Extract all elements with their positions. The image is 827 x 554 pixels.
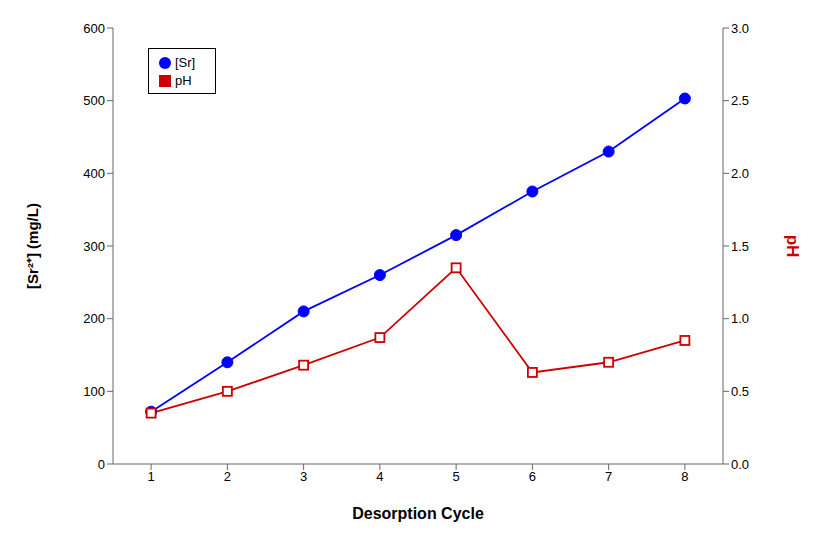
svg-text:2: 2 [224,469,231,484]
svg-text:1: 1 [148,469,155,484]
svg-text:200: 200 [83,311,105,326]
svg-text:1.0: 1.0 [731,311,749,326]
svg-text:2.5: 2.5 [731,93,749,108]
svg-text:0.0: 0.0 [731,457,749,472]
svg-text:0.5: 0.5 [731,384,749,399]
html-text:pH: pH [175,73,192,88]
svg-text:100: 100 [83,384,105,399]
svg-text:2.0: 2.0 [731,166,749,181]
svg-text:500: 500 [83,93,105,108]
svg-text:4: 4 [376,469,383,484]
svg-text:pH: pH [783,235,802,258]
svg-text:600: 600 [83,21,105,36]
svg-text:400: 400 [83,166,105,181]
svg-text:7: 7 [605,469,612,484]
svg-text:6: 6 [529,469,536,484]
html-text:[Sr]: [Sr] [175,55,196,70]
svg-text:Desorption Cycle: Desorption Cycle [352,505,484,522]
svg-text:1.5: 1.5 [731,239,749,254]
svg-text:[Sr²⁺] (mg/L): [Sr²⁺] (mg/L) [24,203,41,289]
svg-text:3.0: 3.0 [731,21,749,36]
svg-text:8: 8 [681,469,688,484]
svg-text:300: 300 [83,239,105,254]
svg-text:3: 3 [300,469,307,484]
svg-text:5: 5 [453,469,460,484]
svg-text:0: 0 [98,457,105,472]
